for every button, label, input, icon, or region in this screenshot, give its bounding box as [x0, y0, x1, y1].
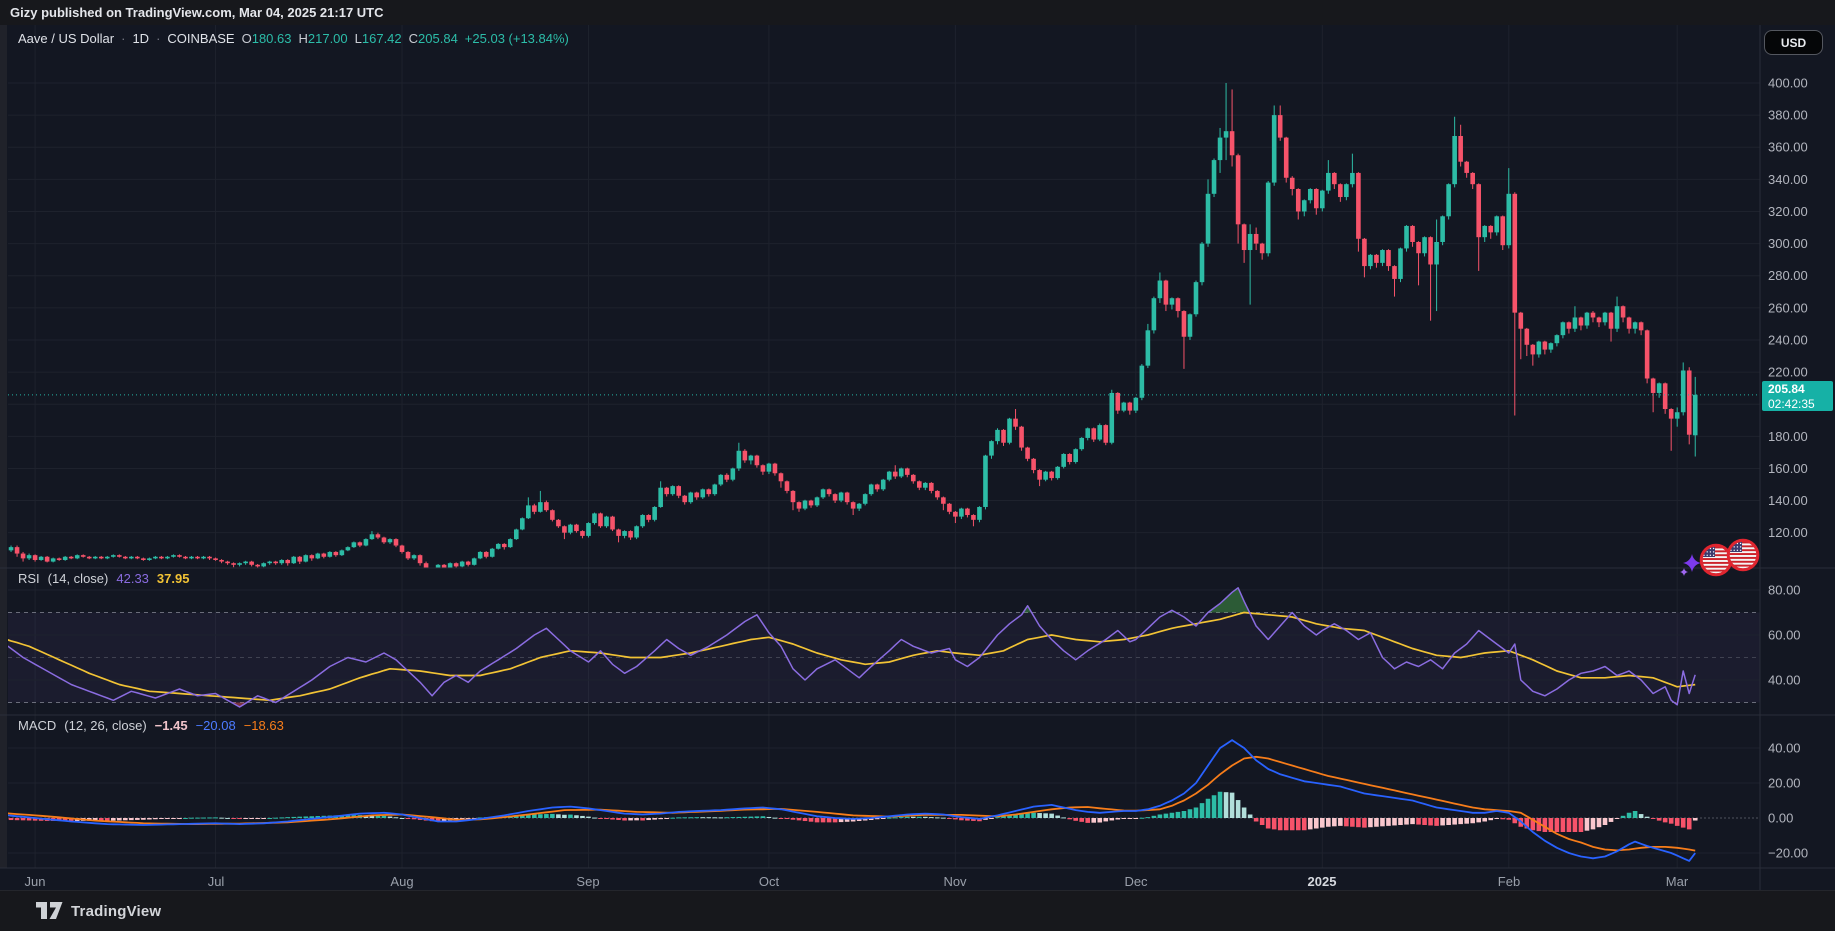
price-axis-label: 160.00	[1768, 461, 1808, 476]
rsi-lines	[8, 587, 1696, 708]
time-axis-label: Dec	[1124, 874, 1148, 889]
price-axis-label: 120.00	[1768, 525, 1808, 540]
price-axis-label: 400.00	[1768, 76, 1808, 91]
price-axis-label: 280.00	[1768, 268, 1808, 283]
symbol-header: Aave / US Dollar · 1D · COINBASE O180.63…	[18, 31, 569, 46]
time-axis-label: Sep	[576, 874, 600, 889]
time-axis-label: Aug	[390, 874, 414, 889]
exchange-label: COINBASE	[167, 31, 235, 46]
time-axis-label: Jun	[24, 874, 46, 889]
rsi-axis-label: 60.00	[1768, 628, 1801, 643]
macd-hist-value: −1.45	[154, 718, 188, 733]
macd-axis-label: −20.00	[1768, 846, 1808, 861]
price-axis-label: 240.00	[1768, 332, 1808, 347]
rsi-axis-label: 80.00	[1768, 583, 1801, 598]
time-axis-label: 2025	[1307, 874, 1337, 889]
price-axis-label: 180.00	[1768, 429, 1808, 444]
macd-line-value: −20.08	[195, 718, 236, 733]
price-axis-label: 300.00	[1768, 236, 1808, 251]
low-field: L167.42	[354, 31, 402, 46]
candles-layer	[8, 83, 1698, 568]
time-axis-label: Nov	[943, 874, 967, 889]
price-axis-label: 340.00	[1768, 172, 1808, 187]
rsi-axis-label: 40.00	[1768, 673, 1801, 688]
high-field: H217.00	[298, 31, 348, 46]
macd-signal-value: −18.63	[243, 718, 284, 733]
price-axis-label: 220.00	[1768, 365, 1808, 380]
rsi-value: 42.33	[116, 571, 149, 586]
macd-axis-label: 20.00	[1768, 776, 1801, 791]
interval-label: 1D	[132, 31, 150, 46]
open-field: O180.63	[241, 31, 292, 46]
current-price-value: 205.84	[1768, 382, 1805, 396]
current-price-badge: 205.84 02:42:35	[1762, 381, 1833, 411]
price-axis-label: 320.00	[1768, 204, 1808, 219]
flag-sticker	[1680, 538, 1760, 577]
publisher-text: Gizy published on TradingView.com, Mar 0…	[10, 5, 384, 20]
symbol-title: Aave / US Dollar	[18, 31, 115, 46]
macd-axis-label: 0.00	[1768, 811, 1793, 826]
change-label: +25.03 (+13.84%)	[464, 31, 569, 46]
currency-toggle-button[interactable]: USD	[1764, 30, 1823, 55]
rsi-ma-value: 37.95	[156, 571, 190, 586]
tradingview-logo-icon[interactable]	[36, 902, 63, 920]
header-separator: ·	[156, 31, 161, 46]
macd-axis-label: 40.00	[1768, 741, 1801, 756]
publisher-bar: Gizy published on TradingView.com, Mar 0…	[0, 0, 1835, 25]
price-axis-label: 140.00	[1768, 493, 1808, 508]
time-axis-label: Jul	[207, 874, 225, 889]
time-axis-label: Feb	[1497, 874, 1521, 889]
tradingview-footer: TradingView	[0, 890, 1835, 931]
macd-indicator-label: MACD (12, 26, close) −1.45 −20.08 −18.63	[18, 718, 284, 733]
close-field: C205.84	[408, 31, 458, 46]
price-axis-label: 380.00	[1768, 108, 1808, 123]
price-axis-label: 260.00	[1768, 300, 1808, 315]
rsi-indicator-label: RSI (14, close) 42.33 37.95	[18, 571, 190, 586]
price-axis-label: 360.00	[1768, 140, 1808, 155]
tradingview-logo-text[interactable]: TradingView	[71, 902, 162, 920]
time-axis-label: Mar	[1665, 874, 1689, 889]
header-separator: ·	[121, 31, 126, 46]
bar-close-countdown: 02:42:35	[1768, 397, 1815, 411]
time-axis-label: Oct	[758, 874, 780, 889]
macd-lines	[8, 739, 1696, 862]
